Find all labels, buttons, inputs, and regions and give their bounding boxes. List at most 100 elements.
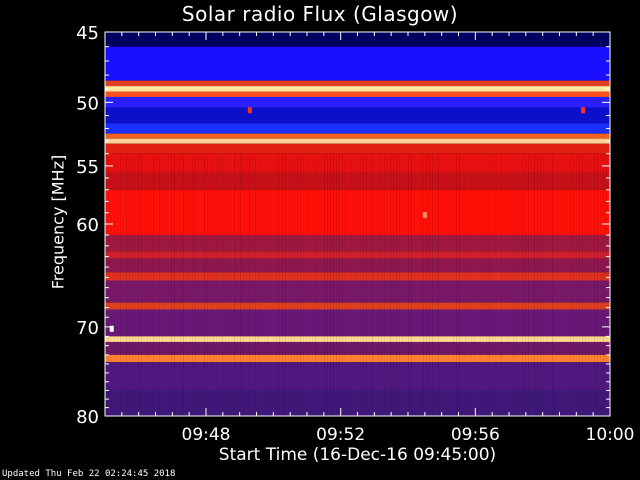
noise-stripe <box>573 153 574 416</box>
noise-stripe <box>387 154 388 416</box>
noise-stripe <box>303 153 304 416</box>
noise-stripe <box>453 153 454 416</box>
noise-stripe <box>576 153 577 416</box>
noise-stripe <box>477 154 478 416</box>
noise-stripe <box>408 153 409 416</box>
noise-stripe <box>309 154 310 416</box>
updated-timestamp: Updated Thu Feb 22 02:24:45 2018 <box>2 469 176 479</box>
noise-stripe <box>321 154 322 416</box>
x-tick-label-3: 10:00 <box>586 425 635 445</box>
noise-stripe <box>510 154 511 416</box>
noise-stripe <box>243 153 244 416</box>
noise-stripe <box>258 153 259 416</box>
spectrum-band-11 <box>105 153 610 172</box>
noise-stripe <box>246 154 247 416</box>
spectrum-band-8 <box>105 133 610 139</box>
noise-stripe <box>363 153 364 416</box>
noise-stripe <box>249 153 250 416</box>
noise-stripe <box>561 154 562 416</box>
noise-stripe <box>204 153 205 416</box>
noise-stripe <box>375 154 376 416</box>
noise-stripe <box>393 153 394 416</box>
x-tick-label-0: 09:48 <box>182 425 231 445</box>
noise-stripe <box>366 153 367 416</box>
noise-stripe <box>213 153 214 416</box>
noise-stripe <box>501 153 502 416</box>
spectrum-band-24 <box>105 362 610 391</box>
spectrum-band-0 <box>105 32 610 47</box>
noise-stripe <box>228 153 229 416</box>
spectrum-band-14 <box>105 235 610 252</box>
noise-stripe <box>150 154 151 416</box>
noise-stripe <box>240 153 241 416</box>
noise-stripe <box>195 153 196 416</box>
noise-stripe <box>399 153 400 416</box>
noise-stripe <box>465 153 466 416</box>
noise-stripe <box>579 153 580 416</box>
noise-stripe <box>156 154 157 416</box>
noise-stripe <box>597 153 598 416</box>
noise-stripe <box>567 154 568 416</box>
noise-stripe <box>534 153 535 416</box>
noise-stripe <box>294 153 295 416</box>
noise-stripe <box>525 153 526 416</box>
spectrum-band-12 <box>105 171 610 190</box>
noise-stripe <box>603 153 604 416</box>
noise-stripe <box>540 153 541 416</box>
y-tick-label-50: 50 <box>76 93 99 114</box>
noise-stripe <box>144 154 145 416</box>
noise-stripe <box>549 154 550 416</box>
y-tick-label-70: 70 <box>76 318 99 339</box>
spectrum-band-3 <box>105 86 610 92</box>
noise-stripe <box>318 154 319 416</box>
spectrum-band-16 <box>105 258 610 273</box>
spectrum-band-22 <box>105 341 610 355</box>
spectrum-band-2 <box>105 80 610 87</box>
noise-stripe <box>564 154 565 416</box>
noise-stripe <box>474 153 475 416</box>
noise-stripe <box>192 153 193 416</box>
spectrum-band-17 <box>105 272 610 281</box>
noise-stripe <box>189 153 190 416</box>
noise-stripe <box>423 153 424 416</box>
spectrum-band-19 <box>105 302 610 310</box>
noise-stripe <box>354 153 355 416</box>
noise-stripe <box>420 154 421 416</box>
noise-texture <box>105 153 610 416</box>
noise-stripe <box>426 153 427 416</box>
noise-stripe <box>351 154 352 416</box>
noise-stripe <box>234 153 235 416</box>
noise-stripe <box>396 153 397 416</box>
noise-stripe <box>582 153 583 416</box>
noise-stripe <box>414 154 415 416</box>
noise-stripe <box>171 153 172 416</box>
noise-stripe <box>237 154 238 416</box>
noise-stripe <box>450 154 451 416</box>
noise-stripe <box>264 154 265 416</box>
noise-stripe <box>210 154 211 416</box>
noise-stripe <box>552 153 553 416</box>
chart-title: Solar radio Flux (Glasgow) <box>181 2 459 26</box>
noise-stripe <box>357 154 358 416</box>
noise-stripe <box>111 154 112 416</box>
spectrum-band-5 <box>105 96 610 108</box>
noise-stripe <box>330 153 331 416</box>
noise-stripe <box>342 153 343 416</box>
x-tick-label-2: 09:56 <box>451 425 500 445</box>
noise-stripe <box>504 154 505 416</box>
noise-stripe <box>285 153 286 416</box>
noise-stripe <box>300 153 301 416</box>
noise-stripe <box>345 153 346 416</box>
noise-stripe <box>606 153 607 416</box>
noise-stripe <box>369 154 370 416</box>
y-axis-label: Frequency [MHz] <box>48 154 68 290</box>
noise-stripe <box>216 153 217 416</box>
noise-stripe <box>276 153 277 416</box>
noise-stripe <box>507 153 508 416</box>
noise-stripe <box>183 153 184 416</box>
noise-stripe <box>459 153 460 416</box>
noise-stripe <box>348 154 349 416</box>
noise-stripe <box>336 153 337 416</box>
noise-stripe <box>165 154 166 416</box>
